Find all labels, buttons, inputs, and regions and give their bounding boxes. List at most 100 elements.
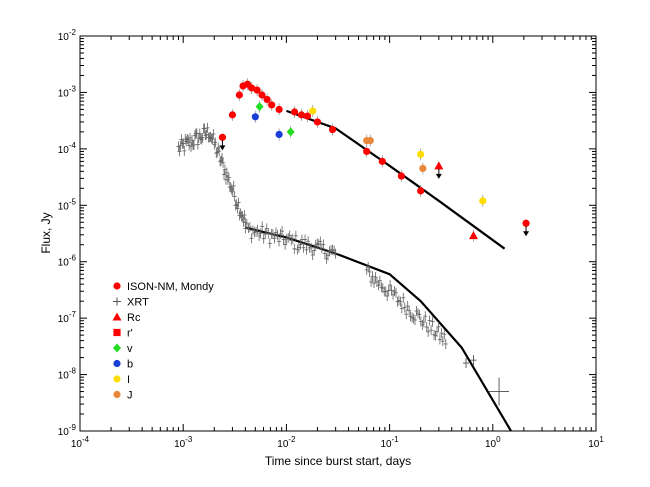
xrt-point (224, 167, 229, 178)
y-tick-base: 10 (58, 201, 70, 212)
xrt-point (298, 239, 303, 250)
xrt-point (192, 130, 197, 141)
legend-symbol (113, 375, 121, 383)
legend-entry: b (113, 359, 133, 371)
point-marker (247, 84, 256, 92)
xrt-point (213, 137, 218, 148)
x-tick-base: 10 (485, 439, 497, 450)
series-rc (434, 161, 478, 242)
y-tick-label: 10-5 (58, 197, 77, 212)
point-marker (417, 187, 425, 195)
xrt-point (426, 326, 431, 337)
xrt-point (208, 132, 213, 143)
y-tick-base: 10 (58, 427, 70, 438)
y-tick-label: 10-9 (58, 423, 77, 438)
xrt-point (232, 191, 237, 202)
xrt-point (180, 138, 185, 149)
point-marker (313, 118, 322, 126)
point-marker (328, 125, 337, 134)
xrt-point (222, 169, 227, 180)
x-tick-base: 10 (588, 439, 600, 450)
legend-entry: XRT (113, 297, 149, 309)
xrt-point (436, 321, 441, 332)
xrt-point (388, 280, 393, 291)
data-point (286, 125, 295, 138)
x-tick-label: 100 (485, 435, 501, 450)
series-xrt (176, 122, 510, 406)
legend-label: ISON-NM, Mondy (127, 281, 214, 293)
data-point (290, 105, 299, 118)
y-tick-label: 10-3 (58, 84, 77, 99)
xrt-point (399, 303, 404, 314)
point-marker (290, 108, 299, 116)
xrt-point (186, 134, 191, 145)
data-point (468, 229, 478, 242)
series-i (309, 104, 487, 207)
legend-entry: r' (113, 328, 133, 340)
point-marker (263, 95, 271, 104)
xrt-point (221, 157, 226, 168)
data-point (255, 100, 264, 113)
xrt-point (398, 296, 403, 307)
point-marker (253, 86, 261, 94)
data-point (417, 184, 425, 197)
x-tick-exp: 1 (599, 435, 604, 444)
xrt-point (423, 311, 428, 322)
data-point (313, 115, 322, 128)
xrt-point (185, 133, 190, 144)
xrt-point (437, 334, 442, 345)
xrt-error-point (463, 358, 470, 369)
xrt-point (205, 122, 210, 133)
xrt-point (188, 132, 193, 143)
point-marker (235, 91, 243, 99)
xrt-point (263, 229, 268, 240)
xrt-point (277, 236, 282, 247)
point-marker (468, 231, 478, 240)
xrt-point (430, 316, 435, 327)
data-point (397, 170, 405, 183)
point-marker (286, 127, 295, 137)
data-point (363, 145, 371, 158)
series-b (251, 110, 283, 141)
point-marker (251, 113, 259, 121)
data-points (176, 78, 530, 406)
legend-label: Rc (127, 312, 141, 324)
xrt-point (260, 221, 265, 232)
xrt-point (176, 141, 181, 152)
y-tick-label: 10-2 (58, 28, 77, 43)
legend-symbol (113, 343, 121, 353)
xrt-point (322, 248, 327, 259)
x-tick-base: 10 (174, 439, 186, 450)
xrt-point (195, 139, 200, 150)
axis-ticks: 10-4 10-3 10-2 10-1 100 10110-910-810-710-610… (58, 28, 605, 450)
series-v (255, 100, 295, 138)
point-marker (297, 111, 306, 119)
upper-limit-arrow (219, 145, 226, 151)
xrt-point (184, 136, 189, 147)
data-point (235, 89, 243, 102)
y-tick-label: 10-6 (58, 254, 77, 269)
legend-label: b (127, 359, 133, 371)
xrt-point (212, 139, 217, 150)
xrt-point (241, 216, 246, 227)
y-tick-label: 10-8 (58, 367, 77, 382)
xrt-point (421, 317, 426, 328)
y-tick-base: 10 (58, 371, 70, 382)
xrt-point (312, 245, 317, 256)
xrt-point (236, 197, 241, 208)
point-marker (275, 105, 283, 114)
xrt-point (231, 180, 236, 191)
data-point (263, 93, 271, 106)
xrt-point (182, 145, 187, 156)
xrt-point (306, 236, 311, 247)
xrt-point (272, 233, 277, 244)
point-marker (363, 147, 371, 156)
legend-symbol (113, 328, 121, 337)
data-point (479, 194, 487, 207)
legend-label: J (127, 390, 133, 402)
xrt-point (235, 203, 240, 214)
y-tick-exp: -2 (69, 28, 77, 37)
point-marker (397, 172, 405, 180)
legend-label: XRT (127, 297, 149, 309)
